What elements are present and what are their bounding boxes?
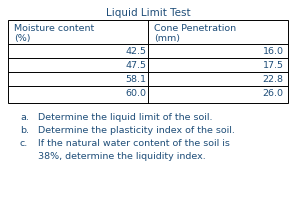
- Text: 17.5: 17.5: [263, 61, 284, 70]
- Text: Moisture content: Moisture content: [14, 24, 94, 33]
- Text: 22.8: 22.8: [263, 75, 284, 84]
- Text: b.: b.: [20, 126, 29, 135]
- Text: 58.1: 58.1: [126, 75, 147, 84]
- Text: Determine the liquid limit of the soil.: Determine the liquid limit of the soil.: [38, 113, 213, 122]
- Text: (mm): (mm): [154, 34, 180, 43]
- Text: Liquid Limit Test: Liquid Limit Test: [106, 8, 190, 18]
- Text: If the natural water content of the soil is: If the natural water content of the soil…: [38, 139, 230, 148]
- Text: 42.5: 42.5: [126, 47, 147, 56]
- Text: Determine the plasticity index of the soil.: Determine the plasticity index of the so…: [38, 126, 235, 135]
- Text: (%): (%): [14, 34, 30, 43]
- Text: 26.0: 26.0: [263, 89, 284, 98]
- Text: Cone Penetration: Cone Penetration: [154, 24, 236, 33]
- Text: 38%, determine the liquidity index.: 38%, determine the liquidity index.: [38, 152, 206, 161]
- Text: 47.5: 47.5: [126, 61, 147, 70]
- Text: c.: c.: [20, 139, 28, 148]
- Text: 16.0: 16.0: [263, 47, 284, 56]
- Text: a.: a.: [20, 113, 29, 122]
- Bar: [8, 20, 288, 103]
- Text: 60.0: 60.0: [126, 89, 147, 98]
